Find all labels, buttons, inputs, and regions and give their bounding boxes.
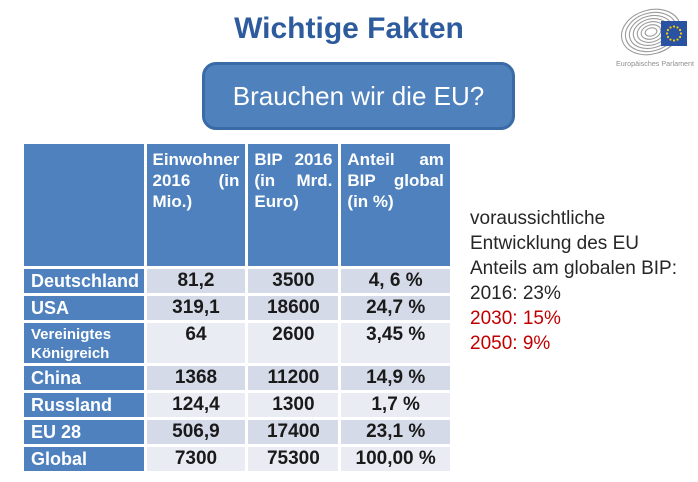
- cell-bip: 17400: [245, 416, 342, 447]
- table-row: Global 7300 75300 100,00 %: [24, 443, 450, 471]
- cell-anteil: 23,1 %: [338, 416, 450, 447]
- cell-einwohner: 64: [143, 319, 249, 366]
- logo-caption: Europäisches Parlament: [616, 61, 694, 68]
- forecast-line: Anteils am globalen BIP:: [470, 258, 678, 279]
- row-label: Vereinigtes Königreich: [24, 319, 147, 366]
- cell-einwohner: 1368: [143, 362, 249, 393]
- cell-anteil: 14,9 %: [338, 362, 450, 393]
- forecast-line: Entwicklung des EU: [470, 233, 639, 254]
- cell-anteil: 4, 6 %: [338, 265, 450, 296]
- header-einwohner: Einwohner 2016 (in Mio.): [143, 144, 249, 269]
- facts-table: Einwohner 2016 (in Mio.) BIP 2016 (in Mr…: [24, 144, 450, 471]
- row-label: Deutschland: [24, 265, 147, 296]
- row-label: Russland: [24, 389, 147, 420]
- table-row: Deutschland 81,2 3500 4, 6 %: [24, 265, 450, 296]
- table-row: EU 28 506,9 17400 23,1 %: [24, 416, 450, 447]
- table-row: USA 319,1 18600 24,7 %: [24, 292, 450, 323]
- cell-bip: 1300: [245, 389, 342, 420]
- forecast-line-2050: 2050: 9%: [470, 333, 551, 354]
- eu-parliament-hemicycle-icon: Europäisches Parlament: [616, 8, 694, 68]
- cell-anteil: 1,7 %: [338, 389, 450, 420]
- row-label: EU 28: [24, 416, 147, 447]
- table-header-row: Einwohner 2016 (in Mio.) BIP 2016 (in Mr…: [24, 144, 450, 269]
- cell-einwohner: 506,9: [143, 416, 249, 447]
- cell-anteil: 100,00 %: [338, 443, 450, 471]
- table-row: China 1368 11200 14,9 %: [24, 362, 450, 393]
- cell-bip: 2600: [245, 319, 342, 366]
- forecast-note: voraussichtliche Entwicklung des EU Ante…: [470, 206, 698, 356]
- eu-flag-icon: [661, 21, 687, 46]
- cell-einwohner: 124,4: [143, 389, 249, 420]
- header-bip: BIP 2016 (in Mrd. Euro): [245, 144, 342, 269]
- forecast-line: 2016: 23%: [470, 283, 561, 304]
- cell-bip: 11200: [245, 362, 342, 393]
- question-box-label: Brauchen wir die EU?: [232, 80, 485, 111]
- forecast-line: voraussichtliche: [470, 208, 606, 229]
- cell-einwohner: 319,1: [143, 292, 249, 323]
- cell-anteil: 24,7 %: [338, 292, 450, 323]
- page-title: Wichtige Fakten: [234, 12, 464, 45]
- row-label: China: [24, 362, 147, 393]
- row-label: USA: [24, 292, 147, 323]
- row-label: Global: [24, 443, 147, 471]
- eu-parliament-logo: Europäisches Parlament: [613, 4, 697, 70]
- forecast-line-2030: 2030: 15%: [470, 308, 561, 329]
- cell-einwohner: 81,2: [143, 265, 249, 296]
- cell-bip: 75300: [245, 443, 342, 471]
- eu-flag-stars: [665, 25, 683, 42]
- cell-bip: 18600: [245, 292, 342, 323]
- question-box: Brauchen wir die EU?: [202, 62, 515, 130]
- header-anteil: Anteil am BIP global (in %): [338, 144, 450, 269]
- table-row: Russland 124,4 1300 1,7 %: [24, 389, 450, 420]
- table-row: Vereinigtes Königreich 64 2600 3,45 %: [24, 319, 450, 366]
- header-empty-corner: [24, 144, 147, 269]
- cell-bip: 3500: [245, 265, 342, 296]
- cell-anteil: 3,45 %: [338, 319, 450, 366]
- cell-einwohner: 7300: [143, 443, 249, 471]
